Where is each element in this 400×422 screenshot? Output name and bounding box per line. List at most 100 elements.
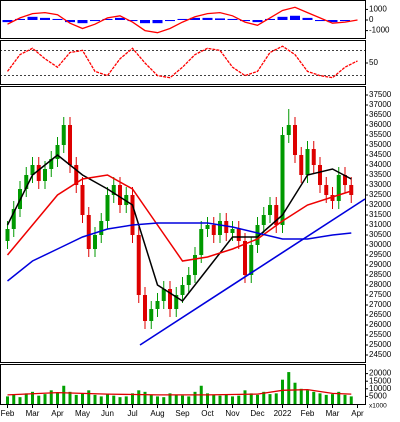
y-tick-label: -1000 [369, 26, 390, 35]
candle-body [93, 235, 97, 249]
y-tick-label: 25500 [369, 330, 392, 339]
volume-bar [287, 372, 291, 404]
candle-body [261, 215, 266, 225]
candle-body [299, 155, 304, 175]
y-tick-label: 26000 [369, 320, 392, 329]
volume-bar [137, 390, 141, 404]
candle-body [330, 195, 335, 201]
volume-bar [299, 388, 303, 404]
y-tick-label: 26500 [369, 310, 392, 319]
histogram-bar [77, 20, 88, 24]
candle-body [168, 289, 172, 309]
y-tick-label: 29000 [369, 260, 392, 269]
candle-body [311, 149, 316, 165]
histogram-bar [240, 20, 250, 22]
candle-body [186, 275, 191, 285]
y-tick-label: 36500 [369, 110, 392, 119]
y-tick-label: 33500 [369, 170, 392, 179]
y-tick-label: 30500 [369, 230, 392, 239]
candle-body [55, 145, 60, 159]
volume-unit: x1000 [369, 403, 387, 410]
volume-bar [324, 394, 328, 404]
candle-body [349, 185, 354, 195]
candle-body [80, 185, 85, 215]
y-tick-label: 37500 [369, 90, 392, 99]
y-tick-label: 0 [369, 15, 374, 24]
candle-body [61, 125, 66, 145]
histogram-bar [340, 20, 350, 22]
panel-frame [0, 364, 366, 405]
volume-bar [124, 396, 128, 404]
volume-bar [6, 396, 9, 404]
histogram-bar [177, 18, 188, 20]
y-tick-label: 5000 [369, 392, 387, 401]
x-tick-label: Oct [201, 409, 214, 418]
volume-bar [143, 391, 147, 404]
y-tick-label: 30000 [369, 240, 392, 249]
x-tick-label: Sep [175, 409, 190, 418]
candle-body [99, 221, 104, 235]
candle-body [105, 195, 110, 221]
candle-body [136, 235, 141, 295]
y-tick-label: 34500 [369, 150, 392, 159]
volume-bar [149, 394, 153, 404]
volume-bar [293, 382, 297, 404]
volume-bar [337, 391, 341, 404]
candle-body [143, 295, 147, 321]
volume-bar [68, 391, 72, 404]
volume-bar [237, 395, 241, 404]
candle-body [124, 195, 129, 205]
candle-body [249, 245, 254, 275]
candle-body [286, 125, 291, 135]
y-tick-label: 24500 [369, 350, 392, 359]
y-tick-label: 25000 [369, 340, 392, 349]
y-tick-label: 27500 [369, 290, 392, 299]
y-tick-label: 10000 [369, 384, 392, 393]
y-tick-label: 15000 [369, 376, 392, 385]
histogram-bar [265, 18, 275, 20]
candle-body [211, 225, 216, 235]
candle-body [293, 125, 297, 155]
candle-body [24, 175, 29, 189]
volume-bar [24, 393, 28, 404]
candle-body [224, 221, 229, 233]
histogram-bar [277, 16, 288, 20]
volume-bar [87, 390, 91, 404]
candle-body [5, 229, 10, 241]
volume-bar [349, 396, 353, 404]
histogram-bar [302, 17, 313, 20]
volume-bar [218, 395, 222, 404]
y-tick-label: 32500 [369, 190, 392, 199]
volume-bar [249, 393, 253, 404]
volume-bar [93, 394, 97, 404]
histogram-bar [202, 17, 213, 20]
x-tick-label: Mar [26, 409, 40, 418]
x-tick-label: Nov [225, 409, 239, 418]
volume-bar [43, 394, 47, 404]
moving-average [6, 154, 352, 302]
volume-bar [343, 394, 347, 404]
histogram-bar [215, 18, 225, 20]
volume-bar [193, 391, 197, 404]
volume-bar [306, 390, 309, 404]
x-tick-label: Feb [301, 409, 315, 418]
histogram-bar [190, 17, 200, 20]
candle-body [280, 135, 285, 225]
histogram-bar [165, 20, 175, 22]
histogram-bar [252, 20, 263, 23]
y-tick-label: 28500 [369, 270, 392, 279]
candle-body [74, 165, 79, 185]
trend-line [139, 198, 366, 346]
histogram-bar [52, 18, 63, 20]
histogram-bar [2, 20, 13, 23]
candle-body [155, 301, 160, 309]
volume-bar [268, 394, 272, 404]
candle-body [36, 165, 41, 181]
candle-body [230, 229, 235, 233]
y-tick-label: 31500 [369, 210, 392, 219]
y-tick-label: 35000 [369, 140, 392, 149]
volume-bar [312, 391, 316, 404]
candle-body [318, 165, 322, 185]
x-tick-label: Jun [101, 409, 114, 418]
macd-line [7, 6, 358, 34]
